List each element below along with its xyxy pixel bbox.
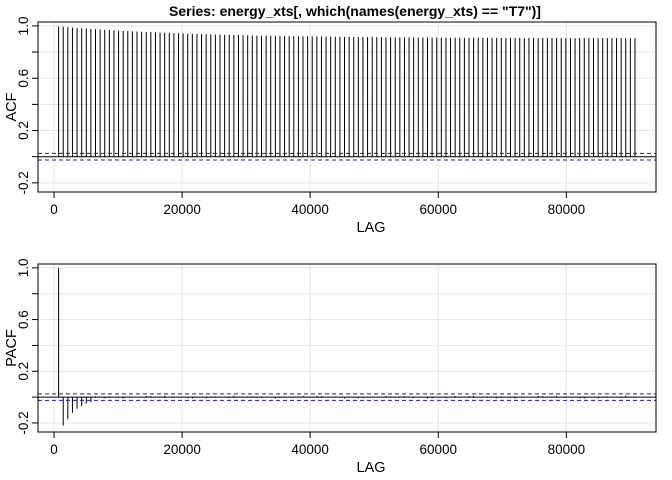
y-tick-label: 1.0	[16, 17, 31, 36]
y-axis-title: ACF	[4, 92, 20, 121]
x-tick-label: 80000	[548, 202, 586, 217]
y-axis-title: PACF	[4, 329, 20, 367]
y-tick-label: 0.6	[16, 69, 31, 88]
x-tick-label: 20000	[163, 202, 201, 217]
x-tick-label: 0	[50, 442, 58, 457]
x-axis-title: LAG	[356, 460, 385, 476]
x-tick-label: 40000	[291, 202, 329, 217]
x-tick-label: 60000	[419, 202, 457, 217]
x-tick-label: 80000	[548, 442, 586, 457]
x-tick-label: 60000	[419, 442, 457, 457]
x-tick-label: 20000	[163, 442, 201, 457]
acf-panel: 0 20000 40000 60000 80000 -0.2 0.2 0.6 1.0 LAG ACF…	[4, 3, 657, 236]
plot-frame	[37, 21, 657, 193]
pacf-panel: 0 20000 40000 60000 80000 -0.2 0.2 0.6 1.0 LAG PAC…	[4, 258, 657, 476]
y-tick-label: 0.6	[16, 310, 31, 329]
y-tick-label: -0.2	[16, 171, 31, 194]
chart-title: Series: energy_xts[, which(names(energy_…	[169, 3, 541, 19]
y-tick-label: 0.2	[16, 121, 31, 140]
x-tick-label: 40000	[291, 442, 329, 457]
x-axis-title: LAG	[356, 220, 385, 236]
y-tick-label: 0.2	[16, 362, 31, 381]
y-tick-label: -0.2	[16, 411, 31, 434]
plot-frame	[37, 263, 657, 433]
y-tick-label: 1.0	[16, 258, 31, 277]
x-tick-label: 0	[50, 202, 58, 217]
